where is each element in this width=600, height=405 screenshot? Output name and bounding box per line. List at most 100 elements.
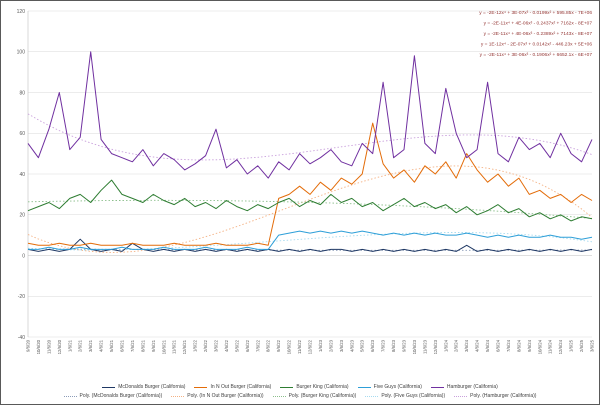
x-axis-label: 1/6/25	[569, 339, 574, 352]
trendline	[27, 165, 593, 253]
y-axis-label: 120	[17, 9, 26, 15]
x-axis-label: 9/6/21	[151, 339, 156, 352]
x-axis-label: 8/6/24	[516, 339, 521, 352]
x-axis-label: 2/6/22	[203, 339, 208, 352]
x-axis-label: 3/6/24	[464, 339, 469, 352]
x-axis-label: 6/6/21	[120, 339, 125, 352]
x-axis-label: 7/6/24	[506, 339, 511, 352]
series-line	[27, 51, 593, 179]
x-axis-label: 6/6/24	[496, 339, 501, 352]
x-axis-label: 6/6/22	[245, 339, 250, 352]
x-axis-label: 1/6/23	[318, 339, 323, 352]
x-axis-label: 11/6/20	[46, 339, 51, 354]
legend-item: Poly. (Five Guys (California))	[365, 393, 445, 399]
trendline	[27, 199, 593, 219]
trend-equation: y = -2E-11x⁴ + 3E-06x³ - 0.1906x² + 6652…	[480, 52, 593, 58]
legend-row-trendlines: Poly. (McDonalds Burger (California)) Pol…	[63, 393, 536, 399]
legend-label: Burger King (California)	[296, 384, 349, 390]
legend-item: McDonalds Burger (California)	[102, 384, 185, 390]
trendline	[27, 113, 593, 161]
chart-plot-area: -40 -20 0 20 40 60 80 100 120 9/6/20 10/6/20 11/6/2…	[17, 9, 595, 355]
x-axis-label: 11/6/21	[172, 339, 177, 354]
y-axis-label: 40	[19, 172, 25, 178]
x-axis-label: 11/6/22	[297, 339, 302, 354]
legend-marker	[357, 386, 371, 388]
legend-item: Poly. (Hamburger (California))	[454, 393, 536, 399]
y-axis-label: -40	[18, 335, 25, 341]
legend-item: Poly. (Burger King (California))	[272, 393, 357, 399]
series-line	[27, 238, 593, 252]
legend-item: In N Out Burger (California)	[194, 384, 271, 390]
trend-equation: y = -2E-11x⁴ + 4E-06x³ - 0.2437x² + 7162…	[484, 21, 593, 27]
legend-marker	[194, 386, 208, 388]
y-axis-label: 0	[22, 253, 25, 259]
y-axis-label: 20	[19, 213, 25, 219]
x-axis-label: 10/6/24	[537, 339, 542, 354]
legend-label: In N Out Burger (California)	[210, 384, 272, 390]
legend-item: Hamburger (California)	[430, 384, 498, 390]
x-axis-label: 7/6/22	[255, 339, 260, 352]
x-axis-label: 2/6/23	[328, 339, 333, 352]
x-axis-label: 4/6/23	[349, 339, 354, 352]
legend-label: Poly. (McDonalds Burger (California))	[79, 393, 163, 399]
legend-item: Poly. (McDonalds Burger (California))	[63, 393, 163, 399]
x-axis-label: 10/6/20	[36, 339, 41, 354]
trend-equation: y = 1E-12x⁴ - 2E-07x³ + 0.0142x² - 446.2…	[481, 42, 592, 48]
legend-item: Poly. (In N Out Burger (California))	[171, 393, 264, 399]
legend-label: Poly. (In N Out Burger (California))	[187, 393, 264, 399]
y-axis-label: 60	[19, 131, 25, 137]
legend-label: Poly. (Burger King (California))	[288, 393, 357, 399]
legend-label: Hamburger (California)	[446, 384, 498, 390]
x-axis-label: 12/6/23	[433, 339, 438, 354]
x-axis-label: 10/6/22	[287, 339, 292, 354]
x-axis-label: 3/6/21	[88, 339, 93, 352]
legend-label: Poly. (Hamburger (California))	[470, 393, 537, 399]
y-axis-label: -20	[18, 294, 25, 300]
legend-marker	[102, 386, 116, 388]
x-axis-label: 2/6/25	[579, 339, 584, 352]
x-axis-label: 4/6/24	[475, 339, 480, 352]
legend-marker	[63, 395, 77, 397]
x-axis-label: 10/6/21	[161, 339, 166, 354]
x-axis-label: 9/6/22	[276, 339, 281, 352]
x-axis-label: 9/6/20	[26, 339, 31, 352]
x-axis-label: 5/6/21	[109, 339, 114, 352]
x-axis-label: 8/6/21	[140, 339, 145, 352]
x-axis-label: 11/6/23	[422, 339, 427, 354]
x-axis-label: 2/6/21	[78, 339, 83, 352]
trendline	[27, 248, 592, 251]
x-axis-label: 9/6/23	[402, 339, 407, 352]
legend-marker	[280, 386, 294, 388]
x-axis-label: 7/6/21	[130, 339, 135, 352]
x-axis-label: 5/6/23	[360, 339, 365, 352]
x-axis-label: 3/6/23	[339, 339, 344, 352]
x-axis-label: 3/6/25	[590, 339, 595, 352]
x-axis-label: 1/6/21	[67, 339, 72, 352]
y-axis-label: 100	[17, 50, 26, 56]
series-line	[28, 230, 593, 250]
x-axis-label: 12/6/21	[182, 339, 187, 354]
x-axis-label: 11/6/24	[548, 339, 553, 354]
x-axis-label: 3/6/22	[214, 339, 219, 352]
x-axis-label: 4/6/21	[99, 339, 104, 352]
x-axis-label: 8/6/22	[266, 339, 271, 352]
legend-label: McDonalds Burger (California)	[118, 384, 186, 390]
trend-equation: y = -2E-12x⁴ + 3E-07x³ - 0.0199x² + 595.…	[479, 10, 592, 16]
x-axis-label: 7/6/23	[381, 339, 386, 352]
x-axis-label: 5/6/24	[485, 339, 490, 352]
y-axis-label: 80	[19, 90, 25, 96]
x-axis-label: 8/6/23	[391, 339, 396, 352]
x-axis-label: 1/6/22	[193, 339, 198, 352]
series-line	[27, 122, 593, 246]
legend-marker	[454, 395, 468, 397]
legend-marker	[171, 395, 185, 397]
x-axis-label: 12/6/24	[558, 339, 563, 354]
legend-marker	[272, 395, 286, 397]
legend-marker	[365, 395, 379, 397]
x-axis-label: 6/6/23	[370, 339, 375, 352]
x-axis-label: 4/6/22	[224, 339, 229, 352]
trendline	[27, 232, 593, 251]
x-axis-label: 5/6/22	[234, 339, 239, 352]
legend-row-series: McDonalds Burger (California) In N Out Bu…	[102, 384, 498, 390]
